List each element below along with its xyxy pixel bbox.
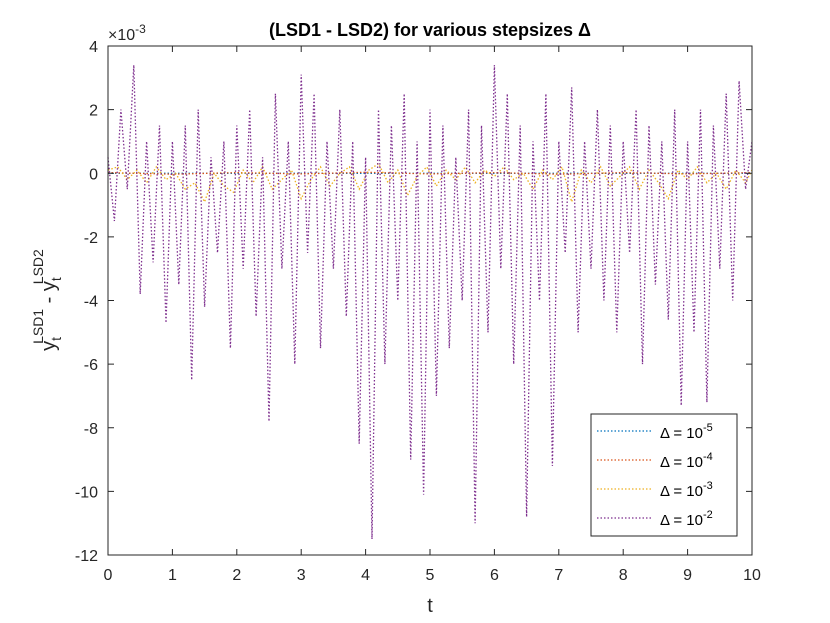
x-axis-label: t [427,595,433,617]
x-tick-label: 2 [232,567,241,584]
x-tick-label: 6 [490,567,499,584]
y-tick-label: -10 [75,484,98,501]
y-tick-label: 0 [89,166,98,183]
y-tick-label: 2 [89,103,98,120]
series-line-3 [107,162,753,205]
series-line-4 [107,65,753,540]
legend-box [590,413,738,537]
x-tick-label: 1 [168,567,177,584]
y-tick-label: -8 [84,421,98,438]
legend-label: Δ = 10-5 [660,422,713,442]
legend: Δ = 10-5 Δ = 10-4 Δ = 10-3 Δ = 10-2 [590,413,738,537]
y-tick-label: -12 [75,548,98,565]
chart-title: (LSD1 - LSD2) for various stepsizes Δ [269,20,591,40]
legend-label: Δ = 10-2 [660,509,713,529]
legend-label: Δ = 10-3 [660,480,713,500]
y-tick-label: 4 [89,39,98,56]
x-tick-label: 4 [361,567,370,584]
x-tick-label: 8 [619,567,628,584]
exponent-label: ×10-3 [108,22,146,44]
x-tick-label: 0 [104,567,113,584]
x-tick-label: 3 [297,567,306,584]
y-axis: 4 2 0 -2 -4 -6 -8 -10 -12 [75,39,752,565]
x-tick-label: 9 [683,567,692,584]
legend-label: Δ = 10-4 [660,451,713,471]
x-axis: 0 1 2 3 4 5 6 7 8 9 10 [104,46,761,584]
y-tick-label: -4 [84,294,98,311]
x-tick-label: 5 [426,567,435,584]
x-tick-label: 7 [554,567,563,584]
y-tick-label: -2 [84,230,98,247]
y-tick-label: -6 [84,357,98,374]
series-layer [107,65,753,540]
y-axis-label: ytLSD1 - ytLSD2 [30,249,64,351]
x-tick-label: 10 [743,567,761,584]
